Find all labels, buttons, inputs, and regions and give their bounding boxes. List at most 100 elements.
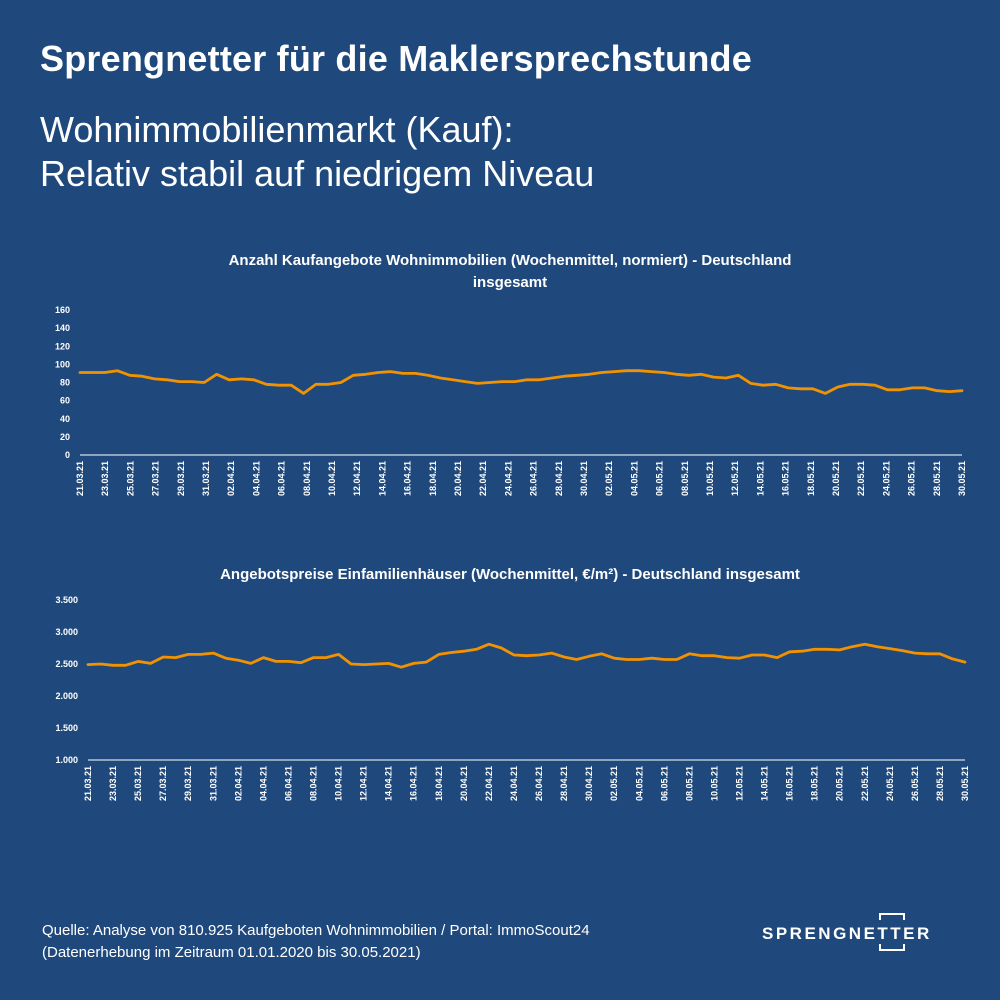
chart-1-data-point: [389, 370, 392, 373]
chart-1-data-point: [327, 383, 330, 386]
chart-2-xtick-label: 18.05.21: [810, 766, 820, 801]
chart-2-data-point: [650, 657, 653, 660]
chart-2-data-point: [964, 661, 966, 663]
chart-2-data-point: [312, 656, 315, 659]
chart-2-data-point: [776, 656, 778, 659]
chart-1-xtick-label: 22.04.21: [478, 461, 488, 496]
chart-1-data-point: [116, 369, 119, 372]
chart-2-data-point: [813, 648, 816, 651]
chart-2-title-line-1: Angebotspreise Einfamilienhäuser (Wochen…: [220, 566, 800, 583]
chart-2-data-point: [563, 656, 565, 658]
chart-2-data-point: [688, 652, 691, 655]
chart-2-data-point: [149, 662, 152, 665]
chart-1-ytick-label: 100: [55, 359, 70, 369]
chart-2-xtick-label: 16.04.21: [409, 766, 419, 801]
chart-1-data-point: [141, 375, 144, 378]
chart-2-xtick-label: 12.04.21: [359, 766, 369, 801]
chart-1-data-point: [874, 384, 876, 387]
chart-2-data-point: [224, 657, 227, 660]
chart-2-xtick-label: 18.04.21: [434, 766, 444, 801]
chart-2-data-point: [112, 664, 114, 667]
sprengnetter-logo: SPRENGNETTER: [762, 912, 952, 952]
chart-1-data-point: [613, 370, 616, 373]
chart-1-xtick-label: 18.04.21: [428, 461, 438, 496]
chart-1-xtick-label: 27.03.21: [151, 461, 161, 496]
chart-2-data-point: [801, 650, 803, 653]
subtitle-line-1: Wohnimmobilienmarkt (Kauf):: [40, 109, 514, 150]
chart-1-data-point: [923, 387, 926, 389]
chart-1-data-point: [675, 373, 678, 376]
chart-2-data-point: [638, 658, 641, 661]
chart-1-data-point: [638, 369, 640, 372]
chart-2-xtick-label: 22.05.21: [860, 766, 870, 801]
chart-1-xtick-label: 06.04.21: [277, 461, 287, 496]
chart-2-data-point: [463, 650, 465, 653]
chart-1-xtick-label: 25.03.21: [125, 461, 135, 496]
chart-1-ytick-label: 120: [55, 341, 70, 351]
page-subtitle: Wohnimmobilienmarkt (Kauf): Relativ stab…: [40, 108, 960, 196]
chart-1-xtick-label: 24.05.21: [881, 461, 891, 496]
chart-2-xtick-label: 24.04.21: [509, 766, 519, 801]
chart-1-data-point: [687, 374, 690, 377]
chart-1-data-point: [563, 375, 566, 378]
chart-1-data-point: [936, 389, 939, 392]
chart-2-data-point: [550, 652, 553, 654]
source-line-1: Quelle: Analyse von 810.925 Kaufgeboten …: [42, 922, 590, 939]
chart-1-data-point: [166, 378, 168, 381]
chart-1-xtick-label: 06.05.21: [655, 461, 665, 496]
chart-2-xtick-label: 22.04.21: [484, 766, 494, 801]
chart-1-title-line-2: insgesamt: [472, 274, 548, 291]
chart-1-data-point: [426, 374, 429, 377]
chart-1-xtick-label: 10.04.21: [327, 461, 337, 496]
chart-1-data-point: [352, 374, 355, 377]
chart-1-xtick-label: 30.05.21: [957, 461, 967, 496]
chart-2-xtick-label: 06.04.21: [283, 766, 293, 801]
chart-1-xtick-label: 23.03.21: [100, 461, 110, 496]
chart-1-data-point: [526, 378, 529, 381]
chart-1-data-point: [277, 384, 280, 387]
chart-2-data-point: [375, 663, 378, 665]
subtitle-line-2: Relativ stabil auf niedrigem Niveau: [40, 153, 595, 194]
chart-2-xtick-label: 30.05.21: [960, 766, 970, 801]
chart-1-data-point: [240, 378, 243, 380]
chart-2-data-point: [250, 662, 252, 665]
chart-1-xtick-label: 14.04.21: [377, 461, 387, 496]
chart-2-data-point: [337, 653, 340, 656]
chart-1-data-point: [439, 377, 442, 379]
chart-2-data-point: [212, 652, 215, 654]
chart-2-data-point: [939, 652, 941, 655]
chart-2-data-point: [513, 654, 515, 656]
chart-2-xtick-label: 31.03.21: [208, 766, 218, 801]
chart-1-data-point: [340, 381, 342, 384]
chart-2-data-point: [187, 653, 190, 656]
chart-2-ytick-label: 2.000: [55, 691, 78, 701]
chart-2-data-point: [763, 654, 766, 656]
chart-1-data-point: [650, 370, 653, 373]
chart-1-xtick-label: 30.04.21: [579, 461, 589, 496]
chart-2-data-point: [888, 647, 891, 650]
chart-2-data-point: [425, 661, 428, 663]
chart-1-data-point: [377, 371, 379, 374]
chart-2-ytick-label: 1.500: [55, 723, 78, 733]
chart-2-xtick-label: 21.03.21: [83, 766, 93, 801]
chart-2-data-point: [124, 664, 127, 667]
logo-text: SPRENGNETTER: [762, 924, 932, 943]
chart-2-data-point: [826, 648, 829, 651]
chart-2-data-point: [851, 645, 854, 648]
chart-2-xtick-label: 30.04.21: [584, 766, 594, 801]
chart-2-xtick-label: 14.05.21: [760, 766, 770, 801]
logo-bracket-icon: [879, 913, 905, 951]
chart-1-data-point: [774, 383, 777, 386]
chart-1-data-point: [302, 392, 305, 395]
chart-1-xtick-label: 08.04.21: [302, 461, 312, 496]
chart-1-data-point: [799, 387, 802, 390]
chart-1-title-line-1: Anzahl Kaufangebote Wohnimmobilien (Woch…: [228, 252, 792, 269]
chart-1-xtick-label: 16.04.21: [403, 461, 413, 496]
chart-1-xtick-label: 28.04.21: [554, 461, 564, 496]
chart-2-xtick-label: 23.03.21: [108, 766, 118, 801]
chart-1-data-point: [476, 382, 479, 385]
chart-1-data-point: [861, 383, 864, 386]
chart-2-data-point: [287, 660, 290, 663]
chart-1-data-point: [501, 380, 504, 383]
chart-2-xtick-label: 02.05.21: [609, 766, 619, 801]
